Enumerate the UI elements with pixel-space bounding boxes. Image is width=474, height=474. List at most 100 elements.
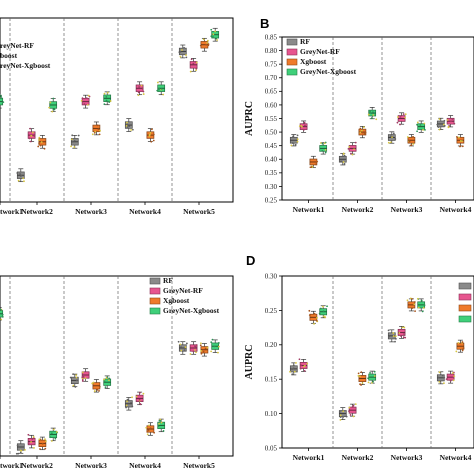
jitter-point (457, 136, 460, 139)
jitter-point (71, 138, 73, 141)
plot-frame (0, 275, 234, 457)
jitter-point (360, 371, 363, 374)
jitter-point (72, 373, 75, 376)
jitter-point (39, 448, 41, 450)
jitter-point (33, 135, 36, 137)
jitter-point (404, 113, 407, 116)
jitter-point (24, 448, 26, 451)
jitter-point (199, 342, 202, 345)
jitter-point (449, 120, 452, 123)
jitter-point (361, 131, 364, 134)
jitter-point (367, 113, 370, 116)
jitter-point (359, 131, 362, 134)
jitter-point (184, 346, 187, 349)
jitter-point (347, 148, 350, 150)
jitter-point (2, 101, 5, 104)
jitter-point (105, 377, 108, 379)
jitter-point (195, 61, 198, 64)
legend-label: GreyNet-Xgboost (300, 67, 357, 76)
jitter-point (185, 342, 188, 345)
jitter-point (153, 431, 156, 434)
jitter-point (313, 322, 315, 325)
x-tick-label: Network4 (129, 207, 161, 216)
jitter-point (160, 87, 163, 90)
jitter-point (443, 119, 446, 122)
jitter-point (396, 121, 399, 124)
jitter-point (210, 35, 213, 38)
jitter-point (308, 309, 311, 312)
jitter-point (414, 310, 416, 313)
jitter-point (437, 376, 440, 379)
jitter-point (105, 95, 108, 98)
legend-label: reyNet-RF (0, 41, 34, 50)
jitter-point (412, 143, 415, 145)
jitter-point (126, 123, 129, 126)
jitter-point (109, 100, 112, 102)
jitter-point (159, 420, 162, 422)
jitter-point (372, 380, 374, 383)
jitter-point (19, 449, 22, 452)
jitter-point (453, 375, 456, 378)
jitter-point (342, 410, 345, 413)
jitter-point (52, 97, 55, 100)
jitter-point (195, 69, 197, 72)
jitter-point (97, 128, 100, 130)
jitter-point (185, 56, 188, 59)
x-tick-label: Network3 (75, 207, 107, 216)
jitter-point (207, 43, 210, 46)
jitter-point (73, 140, 76, 142)
boxes-group (289, 107, 465, 169)
legend-label: boost (0, 51, 18, 60)
jitter-point (138, 391, 141, 394)
jitter-point (22, 177, 25, 180)
jitter-point (52, 428, 55, 431)
jitter-point (452, 376, 455, 379)
jitter-point (206, 346, 209, 349)
legend-swatch-RF (458, 282, 472, 290)
jitter-point (140, 84, 143, 87)
legend-label: Xgboost (163, 296, 190, 305)
jitter-point (354, 141, 357, 144)
jitter-point (354, 403, 357, 406)
legend-swatch-RF (286, 38, 298, 46)
plot-frame (0, 17, 234, 203)
jitter-point (401, 326, 404, 329)
jitter-point (41, 442, 44, 445)
jitter-point (0, 318, 3, 321)
legend-swatch-GreyNet-Xgboost (286, 68, 298, 76)
jitter-point (80, 99, 83, 102)
jitter-point (402, 113, 405, 116)
x-tick-label: Network3 (75, 461, 107, 470)
jitter-point (352, 404, 355, 407)
jitter-point (157, 425, 160, 428)
jitter-point (403, 333, 405, 335)
jitter-point (1, 316, 4, 318)
jitter-point (459, 145, 462, 148)
jitter-point (324, 316, 327, 319)
jitter-point (103, 380, 106, 383)
jitter-point (363, 132, 366, 135)
jitter-point (149, 131, 152, 134)
jitter-point (423, 304, 426, 306)
x-tick-label: twork1 (0, 461, 23, 470)
jitter-point (93, 131, 96, 134)
jitter-point (351, 406, 354, 408)
jitter-point (156, 81, 159, 84)
jitter-point (211, 338, 214, 341)
jitter-point (400, 335, 402, 337)
jitter-point (419, 124, 422, 126)
legend-swatch-GreyNet-Xgboost (458, 315, 472, 323)
jitter-point (404, 116, 406, 119)
jitter-point (49, 101, 52, 104)
jitter-point (338, 411, 341, 413)
jitter-point (290, 144, 293, 147)
legend-label: RF (163, 276, 173, 285)
jitter-point (342, 416, 345, 418)
jitter-point (44, 447, 47, 450)
jitter-point (131, 405, 134, 408)
x-tick-label: Network5 (183, 207, 215, 216)
jitter-point (177, 340, 180, 343)
jitter-point (394, 138, 397, 140)
jitter-point (38, 136, 41, 139)
jitter-point (93, 390, 96, 392)
